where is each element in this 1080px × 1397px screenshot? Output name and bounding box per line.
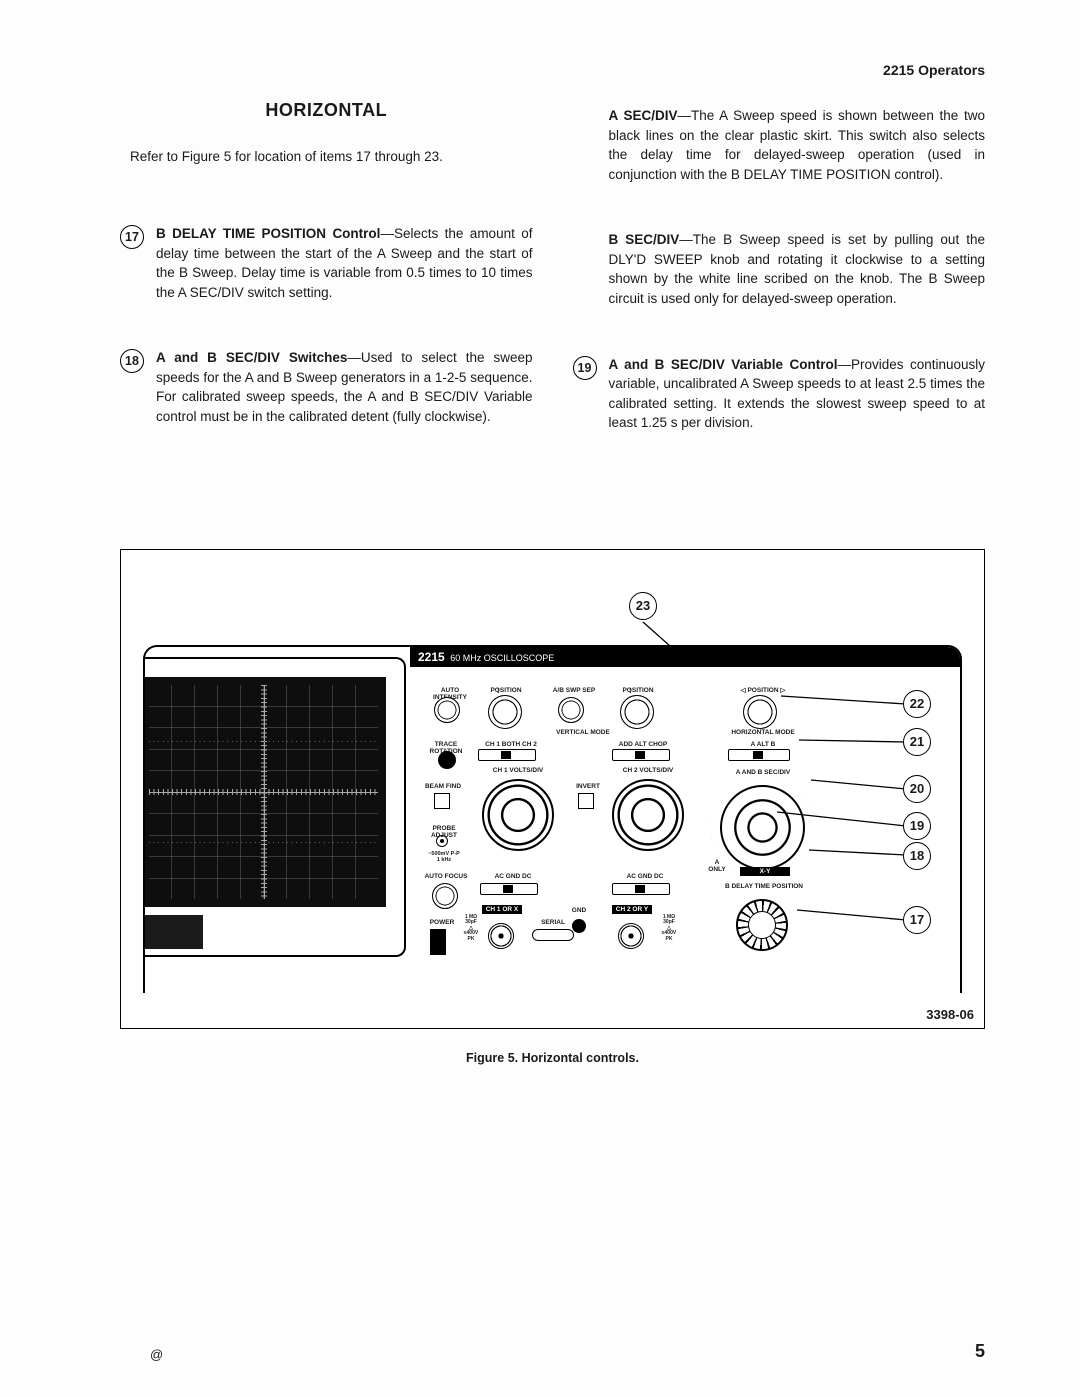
item-17-lead: B DELAY TIME POSITION Control (156, 226, 380, 241)
item-19-text: A and B SEC/DIV Variable Control—Provide… (609, 355, 986, 433)
label-ch1-both-ch2: CH 1 BOTH CH 2 (476, 741, 546, 748)
callout-23: 23 (629, 592, 657, 620)
label-auto-focus: AUTO FOCUS (422, 873, 470, 880)
item-17-text: B DELAY TIME POSITION Control—Selects th… (156, 224, 533, 302)
callout-20: 20 (903, 775, 931, 803)
item-18-lead: A and B SEC/DIV Switches (156, 350, 347, 365)
ch1-volts-div-dial (482, 779, 554, 851)
label-position-3: ◁ POSITION ▷ (718, 687, 808, 694)
figure-id: 3398-06 (926, 1007, 974, 1022)
bullet-19: 19 (573, 356, 597, 380)
right-column: A SEC/DIV—The A Sweep speed is shown bet… (573, 100, 986, 479)
label-xy: X-Y (740, 867, 790, 876)
serial-plate (532, 929, 574, 941)
label-ab-swp-sep: A/B SWP SEP (550, 687, 598, 694)
trace-rotation-adjust (438, 751, 456, 769)
model-number: 2215 (418, 650, 445, 664)
crt-graticule (143, 677, 386, 907)
label-ch1-or-x: CH 1 OR X (482, 905, 522, 914)
control-panel: AUTO INTENSITY ↕ POSITION A/B SWP SEP ↕ … (418, 667, 960, 993)
left-column: HORIZONTAL Refer to Figure 5 for locatio… (120, 100, 533, 479)
label-position-2: POSITION (614, 687, 662, 694)
label-a-only: A ONLY (706, 859, 728, 873)
horizontal-position-knob (743, 695, 777, 729)
label-ch2-or-y: CH 2 OR Y (612, 905, 652, 914)
item-19-lead: A and B SEC/DIV Variable Control (609, 357, 838, 372)
intro-text: Refer to Figure 5 for location of items … (130, 149, 533, 164)
label-a-alt-b: A ALT B (718, 741, 808, 748)
label-probe-signal: ~500mV P-P 1 kHz (420, 851, 468, 863)
auto-focus-knob (432, 883, 458, 909)
position-knob-2 (620, 695, 654, 729)
gnd-terminal (572, 919, 586, 933)
ch2-volts-div-dial (612, 779, 684, 851)
label-add-alt-chop: ADD ALT CHOP (608, 741, 678, 748)
oscilloscope-body: 2215 60 MHz OSCILLOSCOPE AUTO INTENSITY … (143, 645, 962, 993)
item-b-secdiv: B SEC/DIV—The B Sweep speed is set by pu… (609, 230, 986, 308)
ab-swp-sep-knob (558, 697, 584, 723)
bullet-18: 18 (120, 349, 144, 373)
vertical-mode-switch-r (612, 749, 670, 761)
auto-intensity-knob (434, 697, 460, 723)
figure-caption: Figure 5. Horizontal controls. (120, 1051, 985, 1065)
callout-17: 17 (903, 906, 931, 934)
power-switch (430, 929, 446, 955)
item-17: 17 B DELAY TIME POSITION Control—Selects… (120, 224, 533, 302)
text-columns: HORIZONTAL Refer to Figure 5 for locatio… (120, 100, 985, 479)
item-19: 19 A and B SEC/DIV Variable Control—Prov… (573, 355, 986, 433)
label-beam-find: BEAM FIND (422, 783, 464, 790)
callout-21: 21 (903, 728, 931, 756)
b-delay-time-position-knob (736, 899, 788, 951)
label-ac-gnd-dc-2: AC GND DC (610, 873, 680, 880)
b-secdiv-lead: B SEC/DIV (609, 232, 680, 247)
callout-18: 18 (903, 842, 931, 870)
horizontal-mode-switch (728, 749, 790, 761)
vertical-mode-switch-l (478, 749, 536, 761)
crt-info-plate (143, 915, 203, 949)
item-a-secdiv: A SEC/DIV—The A Sweep speed is shown bet… (609, 106, 986, 184)
section-title: HORIZONTAL (120, 100, 533, 121)
invert-button (578, 793, 594, 809)
callout-19: 19 (903, 812, 931, 840)
label-gnd: GND (564, 907, 594, 914)
label-power: POWER (424, 919, 460, 926)
ch1-bnc-connector (488, 923, 514, 949)
crt-bezel (143, 657, 406, 957)
item-18-text: A and B SEC/DIV Switches—Used to select … (156, 348, 533, 426)
at-symbol: @ (150, 1347, 163, 1362)
label-invert: INVERT (570, 783, 606, 790)
label-impedance-1: 1 MΩ 30pF △ ≤400V PK (458, 915, 484, 943)
label-vertical-mode: VERTICAL MODE (548, 729, 618, 736)
label-serial: SERIAL (538, 919, 568, 926)
ch2-bnc-connector (618, 923, 644, 949)
bullet-17: 17 (120, 225, 144, 249)
page-number: 5 (975, 1341, 985, 1362)
model-subtitle: 60 MHz OSCILLOSCOPE (450, 653, 554, 663)
probe-adjust-terminal (436, 835, 448, 847)
sec-div-dial (720, 785, 805, 870)
position-knob-1 (488, 695, 522, 729)
doc-header: 2215 Operators (883, 62, 985, 78)
label-position-1: POSITION (482, 687, 530, 694)
a-secdiv-lead: A SEC/DIV (609, 108, 678, 123)
beam-find-button (434, 793, 450, 809)
figure-5: 3398-06 23 2215 60 MHz OSCILLOSCOPE AUTO (120, 549, 985, 1029)
ch1-coupling-switch (480, 883, 538, 895)
model-bar: 2215 60 MHz OSCILLOSCOPE (410, 647, 960, 667)
label-b-delay-time-position: B DELAY TIME POSITION (714, 883, 814, 890)
callout-22: 22 (903, 690, 931, 718)
item-18: 18 A and B SEC/DIV Switches—Used to sele… (120, 348, 533, 426)
ch2-coupling-switch (612, 883, 670, 895)
label-impedance-2: 1 MΩ 30pF △ ≤400V PK (656, 915, 682, 943)
label-ac-gnd-dc-1: AC GND DC (478, 873, 548, 880)
label-horizontal-mode: HORIZONTAL MODE (718, 729, 808, 736)
